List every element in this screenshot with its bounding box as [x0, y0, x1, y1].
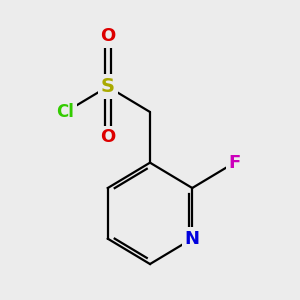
Text: F: F: [228, 154, 241, 172]
Text: N: N: [185, 230, 200, 248]
Text: O: O: [100, 128, 116, 146]
Text: O: O: [100, 27, 116, 45]
Text: S: S: [101, 77, 115, 96]
Text: Cl: Cl: [57, 103, 74, 121]
